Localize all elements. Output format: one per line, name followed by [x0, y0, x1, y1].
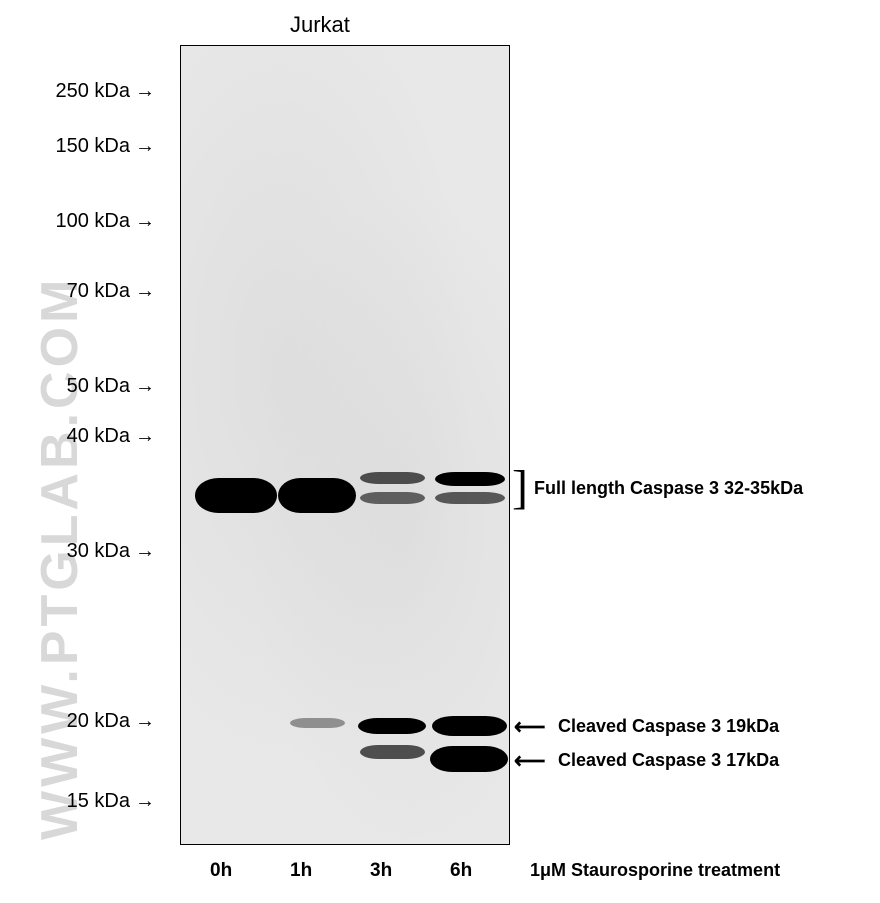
- band-full-length-6h-upper: [435, 472, 505, 486]
- band-cleaved19-6h: [432, 716, 507, 736]
- sample-title: Jurkat: [290, 12, 350, 38]
- arrow-right-icon: →: [135, 790, 155, 813]
- arrow-right-icon: →: [135, 210, 155, 233]
- arrow-right-icon: →: [135, 710, 155, 733]
- band-annotation-label: Cleaved Caspase 3 17kDa: [558, 750, 779, 771]
- treatment-label: 1μM Staurosporine treatment: [530, 860, 780, 881]
- lane-label-6h: 6h: [450, 860, 472, 882]
- mw-label: 70 kDa: [40, 280, 130, 303]
- lane-label-0h: 0h: [210, 860, 232, 882]
- mw-label: 15 kDa: [40, 790, 130, 813]
- lane-label-3h: 3h: [370, 860, 392, 882]
- mw-label: 30 kDa: [40, 540, 130, 563]
- band-full-length-0h: [195, 478, 277, 513]
- lane-label-1h: 1h: [290, 860, 312, 882]
- mw-label: 150 kDa: [30, 135, 130, 158]
- band-cleaved17-6h: [430, 746, 508, 772]
- band-full-length-3h-upper: [360, 472, 425, 484]
- arrow-right-icon: →: [135, 280, 155, 303]
- band-full-length-1h: [278, 478, 356, 513]
- mw-label: 100 kDa: [30, 210, 130, 233]
- arrow-right-icon: →: [135, 135, 155, 158]
- arrow-left-icon: ⟵: [514, 714, 546, 740]
- band-cleaved19-3h: [358, 718, 426, 734]
- band-annotation-label: Cleaved Caspase 3 19kDa: [558, 716, 779, 737]
- bracket-icon: ]: [512, 460, 528, 515]
- arrow-left-icon: ⟵: [514, 748, 546, 774]
- figure-container: Jurkat WWW.PTGLAB.COM 250 kDa → 150 kDa …: [0, 0, 880, 903]
- mw-label: 50 kDa: [40, 375, 130, 398]
- band-cleaved19-1h: [290, 718, 345, 728]
- band-full-length-6h-lower: [435, 492, 505, 504]
- band-annotation-label: Full length Caspase 3 32-35kDa: [534, 478, 803, 499]
- band-cleaved17-3h: [360, 745, 425, 759]
- arrow-right-icon: →: [135, 540, 155, 563]
- arrow-right-icon: →: [135, 425, 155, 448]
- mw-label: 250 kDa: [30, 80, 130, 103]
- arrow-right-icon: →: [135, 80, 155, 103]
- arrow-right-icon: →: [135, 375, 155, 398]
- mw-label: 40 kDa: [40, 425, 130, 448]
- band-full-length-3h-lower: [360, 492, 425, 504]
- mw-label: 20 kDa: [40, 710, 130, 733]
